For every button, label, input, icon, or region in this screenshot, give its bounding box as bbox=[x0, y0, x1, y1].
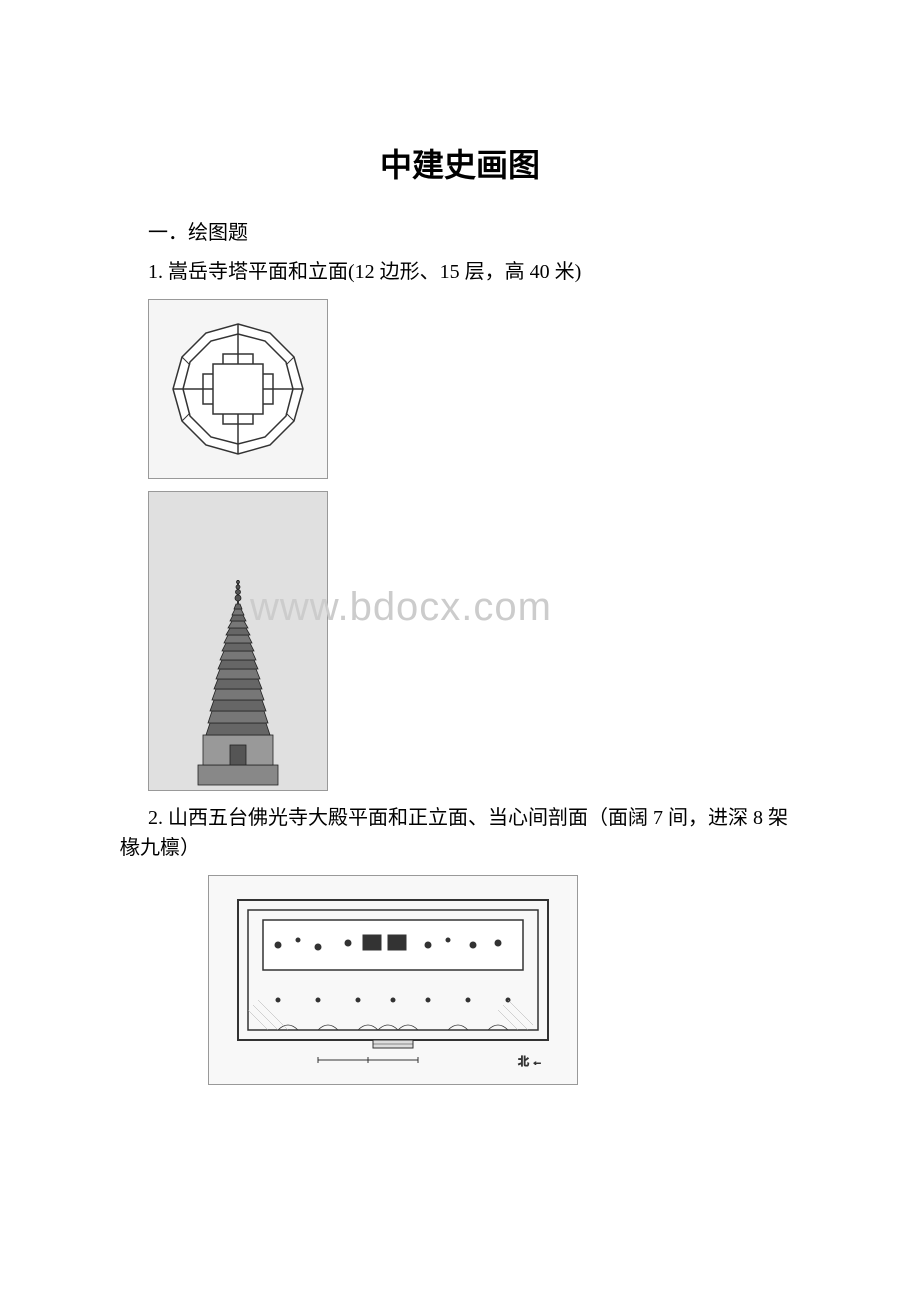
figure-1-elevation bbox=[148, 491, 800, 791]
document-title: 中建史画图 bbox=[120, 140, 800, 186]
question-2-text: 山西五台佛光寺大殿平面和正立面、当心间剖面（面阔 7 间，进深 8 架椽九檩） bbox=[120, 807, 788, 859]
question-2: 2. 山西五台佛光寺大殿平面和正立面、当心间剖面（面阔 7 间，进深 8 架椽九… bbox=[120, 803, 800, 863]
section-header: 一．绘图题 bbox=[120, 216, 800, 245]
figure-1-plan bbox=[148, 299, 800, 479]
figure-2-floorplan: 北 ← bbox=[148, 875, 800, 1085]
question-1-text: 嵩岳寺塔平面和立面(12 边形、15 层，高 40 米) bbox=[168, 261, 581, 283]
pagoda-elevation-svg bbox=[158, 510, 318, 790]
question-2-number: 2. bbox=[148, 807, 163, 829]
north-label: 北 ← bbox=[518, 1055, 543, 1068]
question-1-number: 1. bbox=[148, 261, 163, 283]
dodecagon-plan-svg bbox=[158, 309, 318, 469]
question-1: 1. 嵩岳寺塔平面和立面(12 边形、15 层，高 40 米) bbox=[120, 257, 800, 287]
foguang-floorplan-svg: 北 ← bbox=[218, 885, 568, 1075]
